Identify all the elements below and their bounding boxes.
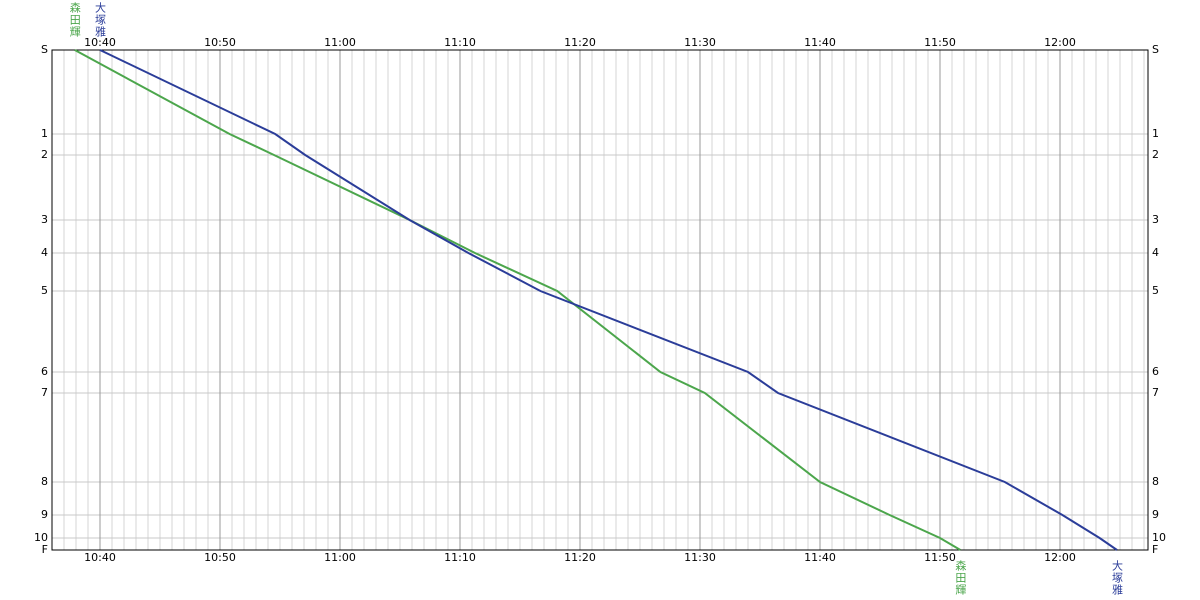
x-tick-label-bottom: 11:20: [564, 551, 596, 564]
x-tick-label-bottom: 11:30: [684, 551, 716, 564]
x-tick-label-bottom: 11:00: [324, 551, 356, 564]
x-tick-label: 11:30: [684, 36, 716, 49]
y-tick-label-right: 4: [1152, 246, 1159, 259]
y-tick-label: 7: [41, 386, 48, 399]
y-tick-label-right: 2: [1152, 148, 1159, 161]
y-tick-label: 8: [41, 475, 48, 488]
x-tick-label: 11:20: [564, 36, 596, 49]
runner-name-end: 大塚雅: [1111, 559, 1124, 596]
runner-name-start: 大塚雅: [94, 1, 107, 38]
x-tick-label-bottom: 11:40: [804, 551, 836, 564]
x-tick-label: 10:50: [204, 36, 236, 49]
x-tick-label-bottom: 10:50: [204, 551, 236, 564]
x-tick-label: 12:00: [1044, 36, 1076, 49]
y-tick-label: F: [42, 543, 48, 556]
runner-name-end: 森田輝: [954, 559, 967, 596]
y-tick-label-right: 6: [1152, 365, 1159, 378]
runner-name-start: 森田輝: [68, 1, 81, 38]
plot-frame: [51, 49, 1149, 551]
y-tick-label: 5: [41, 284, 48, 297]
y-tick-label: 9: [41, 508, 48, 521]
y-tick-label-right: 3: [1152, 213, 1159, 226]
series-line: [99, 49, 1118, 551]
y-tick-label-right: 1: [1152, 127, 1159, 140]
y-tick-label: 6: [41, 365, 48, 378]
y-tick-label-right: 8: [1152, 475, 1159, 488]
x-tick-label-bottom: 11:50: [924, 551, 956, 564]
y-tick-label: S: [41, 43, 48, 56]
x-tick-label: 10:40: [84, 36, 116, 49]
y-tick-label-right: 7: [1152, 386, 1159, 399]
y-tick-label: 4: [41, 246, 48, 259]
y-tick-label-right: 9: [1152, 508, 1159, 521]
y-tick-label-right: F: [1152, 543, 1158, 556]
y-tick-label-right: S: [1152, 43, 1159, 56]
x-tick-label: 11:00: [324, 36, 356, 49]
x-tick-label: 11:50: [924, 36, 956, 49]
y-tick-label: 2: [41, 148, 48, 161]
series-line: [74, 49, 961, 551]
y-tick-label: 1: [41, 127, 48, 140]
y-tick-label-right: 5: [1152, 284, 1159, 297]
y-tick-label-right: 10: [1152, 531, 1166, 544]
y-tick-label: 3: [41, 213, 48, 226]
x-tick-label-bottom: 12:00: [1044, 551, 1076, 564]
x-tick-label-bottom: 10:40: [84, 551, 116, 564]
y-tick-label: 10: [34, 531, 48, 544]
x-tick-label-bottom: 11:10: [444, 551, 476, 564]
x-tick-label: 11:40: [804, 36, 836, 49]
x-tick-label: 11:10: [444, 36, 476, 49]
